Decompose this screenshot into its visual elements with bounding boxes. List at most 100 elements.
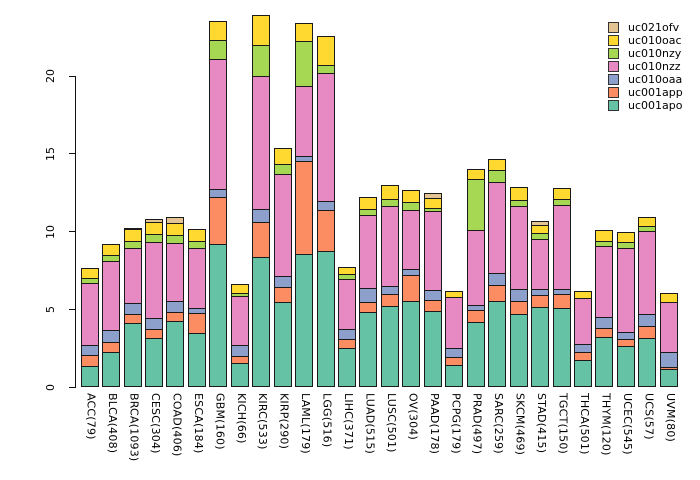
bar-segment-uc010oac — [467, 169, 484, 180]
bar-group — [80, 268, 99, 387]
bar-segment-uc010nzz — [339, 279, 355, 329]
bar-segment-uc021ofv — [532, 222, 548, 225]
bar-segment-uc010nzz — [403, 209, 420, 269]
bar-segment-uc001apo — [489, 300, 506, 386]
bar-segment-uc021ofv — [124, 228, 141, 230]
x-axis-label: ESCA(184) — [191, 393, 205, 454]
x-axis-label: CESC(304) — [148, 393, 162, 454]
bar-segment-uc010oac — [360, 197, 377, 209]
x-axis-label: OV(304) — [406, 393, 420, 440]
bar-segment-uc010oac — [596, 230, 613, 241]
bar-segment-uc010oac — [317, 37, 334, 65]
bar-segment-uc010oaa — [639, 313, 656, 326]
bar-segment-uc001app — [553, 294, 570, 308]
bar-segment-uc010nzy — [510, 200, 527, 207]
bar-segment-uc021ofv — [167, 217, 184, 223]
bar-segment-uc010oaa — [81, 344, 98, 356]
bar-group — [273, 148, 292, 387]
bar-segment-uc001app — [510, 301, 527, 314]
bar-segment-uc010oaa — [274, 275, 291, 287]
x-axis-label: COAD(406) — [170, 393, 184, 457]
bar-segment-uc010nzy — [274, 163, 291, 174]
bar-segment-uc010nzz — [145, 242, 162, 318]
bar-segment-uc001app — [210, 197, 227, 244]
bar-segment-uc010nzy — [145, 234, 162, 243]
bar-segment-uc001app — [660, 366, 677, 369]
x-axis-label: LAML(179) — [299, 393, 313, 454]
bar-segment-uc010oac — [274, 149, 291, 164]
legend-swatch-uc001app — [608, 86, 619, 98]
y-tick — [69, 231, 76, 232]
legend-item: uc001app — [608, 85, 683, 99]
bar-segment-uc001apo — [103, 352, 119, 386]
legend-label: uc001app — [628, 85, 683, 99]
bar-segment-uc010oac — [574, 292, 591, 298]
bar-segment-uc010oaa — [660, 351, 677, 367]
legend: uc021ofv uc010oac uc010nzy uc010nzz uc010oaa… — [608, 20, 683, 113]
bar-segment-uc010oaa — [381, 286, 398, 294]
bar-segment-uc001apo — [188, 333, 205, 386]
bar-group — [123, 227, 142, 387]
bar-group — [445, 291, 464, 387]
bar-segment-uc010nzz — [231, 295, 248, 346]
bar-segment-uc001apo — [339, 348, 355, 386]
bar-group — [209, 20, 228, 387]
bar-segment-uc001apo — [596, 336, 613, 386]
bar-group — [423, 192, 442, 387]
bar-segment-uc010nzz — [574, 297, 591, 344]
bar-group — [659, 292, 678, 387]
x-axis-label: SARC(259) — [492, 393, 506, 454]
bar-segment-uc001app — [81, 355, 98, 366]
bar-segment-uc010oac — [296, 24, 313, 41]
legend-swatch-uc010oac — [608, 34, 619, 46]
bar-segment-uc010nzy — [467, 179, 484, 230]
x-axis-label: SKCM(469) — [513, 393, 527, 456]
bar-segment-uc010oac — [145, 221, 162, 235]
x-axis-label: THCA(501) — [577, 393, 591, 455]
y-tick — [69, 386, 76, 388]
bar-segment-uc010nzz — [660, 301, 677, 352]
bar-segment-uc010nzy — [360, 208, 377, 215]
bar-group — [187, 229, 206, 387]
bar-segment-uc010oac — [660, 293, 677, 302]
x-axis-label: BRCA(1093) — [127, 393, 141, 462]
bar-segment-uc010oaa — [424, 289, 441, 300]
bar-segment-uc001app — [145, 329, 162, 339]
bar-segment-uc001apo — [124, 322, 141, 386]
bar-segment-uc001app — [360, 301, 377, 313]
bar-segment-uc001app — [124, 313, 141, 323]
bar-segment-uc010nzy — [231, 293, 248, 296]
x-axis-label: LUAD(515) — [363, 393, 377, 455]
bar-segment-uc001apo — [532, 307, 548, 386]
bar-segment-uc010nzy — [424, 208, 441, 212]
bar-segment-uc010oaa — [210, 188, 227, 198]
bar-segment-uc010oaa — [617, 331, 634, 339]
bar-segment-uc010nzz — [360, 214, 377, 288]
legend-label: uc021ofv — [628, 20, 680, 34]
bar-segment-uc010oaa — [296, 155, 313, 162]
bar-segment-uc010oaa — [553, 289, 570, 294]
bar-group — [166, 216, 185, 387]
bar-segment-uc001apo — [167, 321, 184, 386]
bar-segment-uc010oaa — [574, 343, 591, 352]
bar-segment-uc010oaa — [403, 269, 420, 275]
bar-segment-uc001app — [467, 310, 484, 322]
x-axis-label: ACC(79) — [84, 393, 98, 440]
bar-group — [295, 23, 314, 387]
bar-segment-uc001app — [381, 293, 398, 307]
bar-segment-uc001apo — [510, 313, 527, 386]
bar-group — [616, 231, 635, 387]
bar-group — [359, 196, 378, 387]
bar-segment-uc010oac — [532, 224, 548, 234]
bar-group — [638, 216, 657, 387]
x-axis-label: PCPG(179) — [449, 393, 463, 454]
x-axis-label: LIHC(371) — [342, 393, 355, 450]
bar-segment-uc001apo — [574, 359, 591, 386]
bar-group — [509, 187, 528, 387]
bar-segment-uc010nzy — [489, 170, 506, 182]
bar-group — [230, 284, 249, 387]
bar-segment-uc010nzy — [167, 235, 184, 243]
bar-segment-uc001apo — [403, 301, 420, 386]
bar-group — [488, 159, 507, 387]
bar-segment-uc001apo — [274, 302, 291, 387]
